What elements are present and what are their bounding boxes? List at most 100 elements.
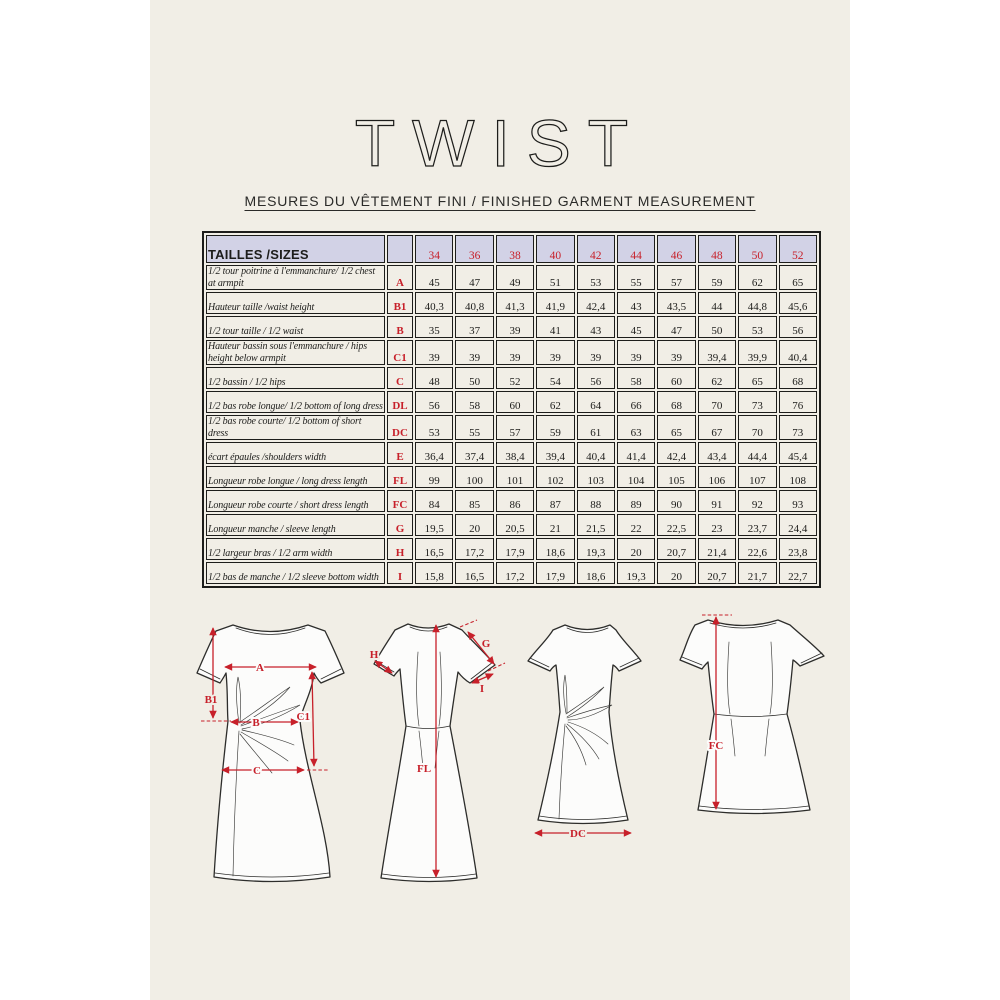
measure-arrow-FC: FC [702, 614, 732, 810]
measure-arrow-FL: FL [415, 624, 440, 878]
value-cell: 22 [616, 514, 656, 536]
value-cell: 20 [455, 514, 494, 536]
value-cell: 42,4 [576, 292, 615, 314]
value-cell: 45 [616, 316, 656, 338]
value-cell: 65 [657, 415, 696, 440]
value-cell: 45,4 [778, 442, 817, 464]
value-cell: 22,6 [738, 538, 777, 560]
value-cell: 99 [415, 466, 454, 488]
row-code-cell: B [387, 316, 413, 338]
measure-arrow-I: I [471, 673, 494, 697]
value-cell: 58 [455, 391, 494, 413]
value-cell: 52 [495, 367, 535, 389]
measurement-row: 1/2 bas de manche / 1/2 sleeve bottom wi… [206, 562, 817, 584]
dress-back-long-diagram: H G I FL [368, 619, 506, 883]
value-cell: 17,2 [495, 562, 535, 584]
value-cell: 44,4 [738, 442, 777, 464]
value-cell: 22,7 [778, 562, 817, 584]
row-label-cell: 1/2 tour poitrine à l'emmanchure/ 1/2 ch… [206, 265, 385, 290]
value-cell: 60 [495, 391, 535, 413]
value-cell: 17,9 [536, 562, 575, 584]
value-cell: 40,4 [778, 340, 817, 365]
row-code-cell: C [387, 367, 413, 389]
value-cell: 56 [778, 316, 817, 338]
dress-hem-line [538, 815, 628, 820]
value-cell: 37 [455, 316, 494, 338]
value-cell: 54 [536, 367, 575, 389]
value-cell: 67 [697, 415, 737, 440]
value-cell: 40,8 [455, 292, 494, 314]
value-cell: 62 [536, 391, 575, 413]
value-cell: 37,4 [455, 442, 494, 464]
value-cell: 39 [415, 340, 454, 365]
value-cell: 87 [536, 490, 575, 512]
measure-arrow-B1: B1 [201, 627, 231, 722]
value-cell: 76 [778, 391, 817, 413]
measurement-table-body: TAILLES /SIZES 34 36 38 40 42 44 46 48 50 52 1/2 to… [206, 235, 817, 584]
measure-label-FC: FC [709, 740, 724, 752]
value-cell: 39,4 [697, 340, 737, 365]
value-cell: 16,5 [415, 538, 454, 560]
value-cell: 48 [415, 367, 454, 389]
value-cell: 68 [778, 367, 817, 389]
row-label-cell: Longueur robe longue / long dress length [206, 466, 385, 488]
value-cell: 101 [495, 466, 535, 488]
size-header-cell: 44 [616, 235, 656, 263]
value-cell: 47 [657, 316, 696, 338]
dress-back-short-diagram: FC [679, 614, 825, 815]
sleeve-hem-right [800, 652, 823, 664]
value-cell: 20,7 [657, 538, 696, 560]
measurement-row: Hauteur taille /waist height B1 40,3 40,8 41… [206, 292, 817, 314]
value-cell: 21,5 [576, 514, 615, 536]
row-code-cell: FC [387, 490, 413, 512]
measure-label-B: B [252, 717, 260, 729]
value-cell: 85 [455, 490, 494, 512]
measurement-row: 1/2 bassin / 1/2 hips C 48 50 52 54 56 58 60 62 65… [206, 367, 817, 389]
measure-label-A: A [256, 662, 264, 674]
measurement-row: Longueur robe courte / short dress lengt… [206, 490, 817, 512]
value-cell: 19,3 [576, 538, 615, 560]
value-cell: 43 [576, 316, 615, 338]
neckline-facing [566, 627, 609, 633]
value-cell: 47 [455, 265, 494, 290]
row-code-cell: G [387, 514, 413, 536]
sizes-header-label: TAILLES /SIZES [206, 235, 385, 263]
row-label-cell: écart épaules /shoulders width [206, 442, 385, 464]
value-cell: 68 [657, 391, 696, 413]
value-cell: 39,9 [738, 340, 777, 365]
size-header-cell: 38 [495, 235, 535, 263]
row-label-cell: 1/2 tour taille / 1/2 waist [206, 316, 385, 338]
value-cell: 64 [576, 391, 615, 413]
row-label-cell: 1/2 bas de manche / 1/2 sleeve bottom wi… [206, 562, 385, 584]
value-cell: 43 [616, 292, 656, 314]
pattern-sheet: TWIST MESURES DU VÊTEMENT FINI / FINISHE… [150, 0, 850, 1000]
measure-arrow-B: B [230, 715, 299, 731]
sleeve-hem-left [681, 656, 703, 666]
value-cell: 39 [657, 340, 696, 365]
measure-arrow-H: H [368, 647, 393, 674]
value-cell: 59 [697, 265, 737, 290]
value-cell: 43,4 [697, 442, 737, 464]
value-cell: 35 [415, 316, 454, 338]
value-cell: 59 [536, 415, 575, 440]
value-cell: 20,7 [697, 562, 737, 584]
sleeve-hem-right [619, 657, 640, 668]
value-cell: 20,5 [495, 514, 535, 536]
row-code-cell: FL [387, 466, 413, 488]
row-code-cell: B1 [387, 292, 413, 314]
dress-hem-line [698, 805, 810, 810]
value-cell: 53 [738, 316, 777, 338]
value-cell: 39 [616, 340, 656, 365]
value-cell: 40,3 [415, 292, 454, 314]
value-cell: 53 [415, 415, 454, 440]
value-cell: 57 [657, 265, 696, 290]
value-cell: 21,7 [738, 562, 777, 584]
value-cell: 88 [576, 490, 615, 512]
table-header-row: TAILLES /SIZES 34 36 38 40 42 44 46 48 50 52 [206, 235, 817, 263]
size-header-cell: 36 [455, 235, 494, 263]
value-cell: 41,4 [616, 442, 656, 464]
size-header-cell: 46 [657, 235, 696, 263]
value-cell: 19,3 [616, 562, 656, 584]
value-cell: 63 [616, 415, 656, 440]
sleeve-hem-right [320, 668, 342, 680]
